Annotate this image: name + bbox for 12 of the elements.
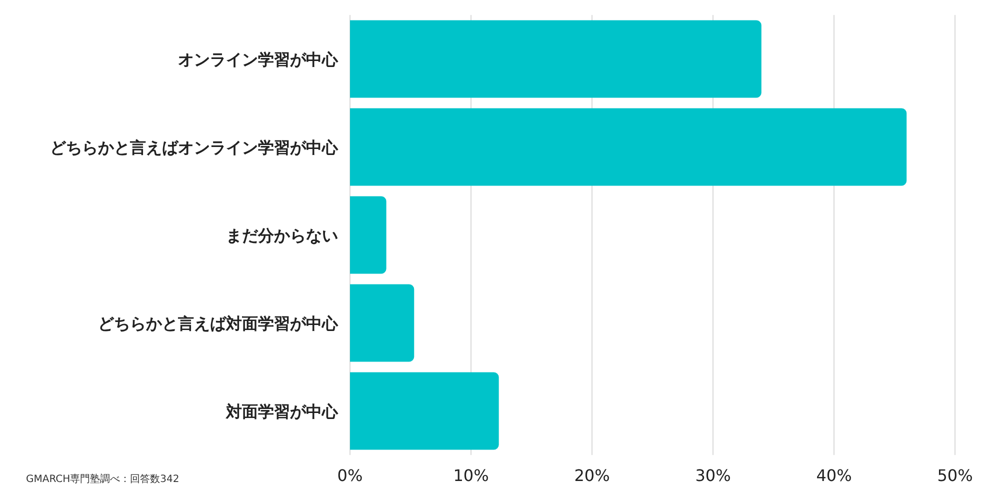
text: GMARCH専門塾調べ：回答数342: [26, 473, 180, 485]
x-tick-label: 30%: [695, 466, 731, 485]
y-tick-label: オンライン学習が中心: [178, 50, 339, 69]
y-tick-label: どちらかと言えば対面学習が中心: [98, 314, 339, 333]
x-tick-label: 50%: [937, 466, 973, 485]
y-tick-label: どちらかと言えばオンライン学習が中心: [50, 138, 339, 157]
y-tick-label: 対面学習が中心: [225, 402, 339, 421]
x-tick-label: 10%: [453, 466, 489, 485]
x-tick-label: 40%: [816, 466, 852, 485]
x-tick-label: 20%: [574, 466, 610, 485]
x-tick-label: 0%: [337, 466, 363, 485]
y-tick-label: まだ分からない: [226, 226, 338, 245]
